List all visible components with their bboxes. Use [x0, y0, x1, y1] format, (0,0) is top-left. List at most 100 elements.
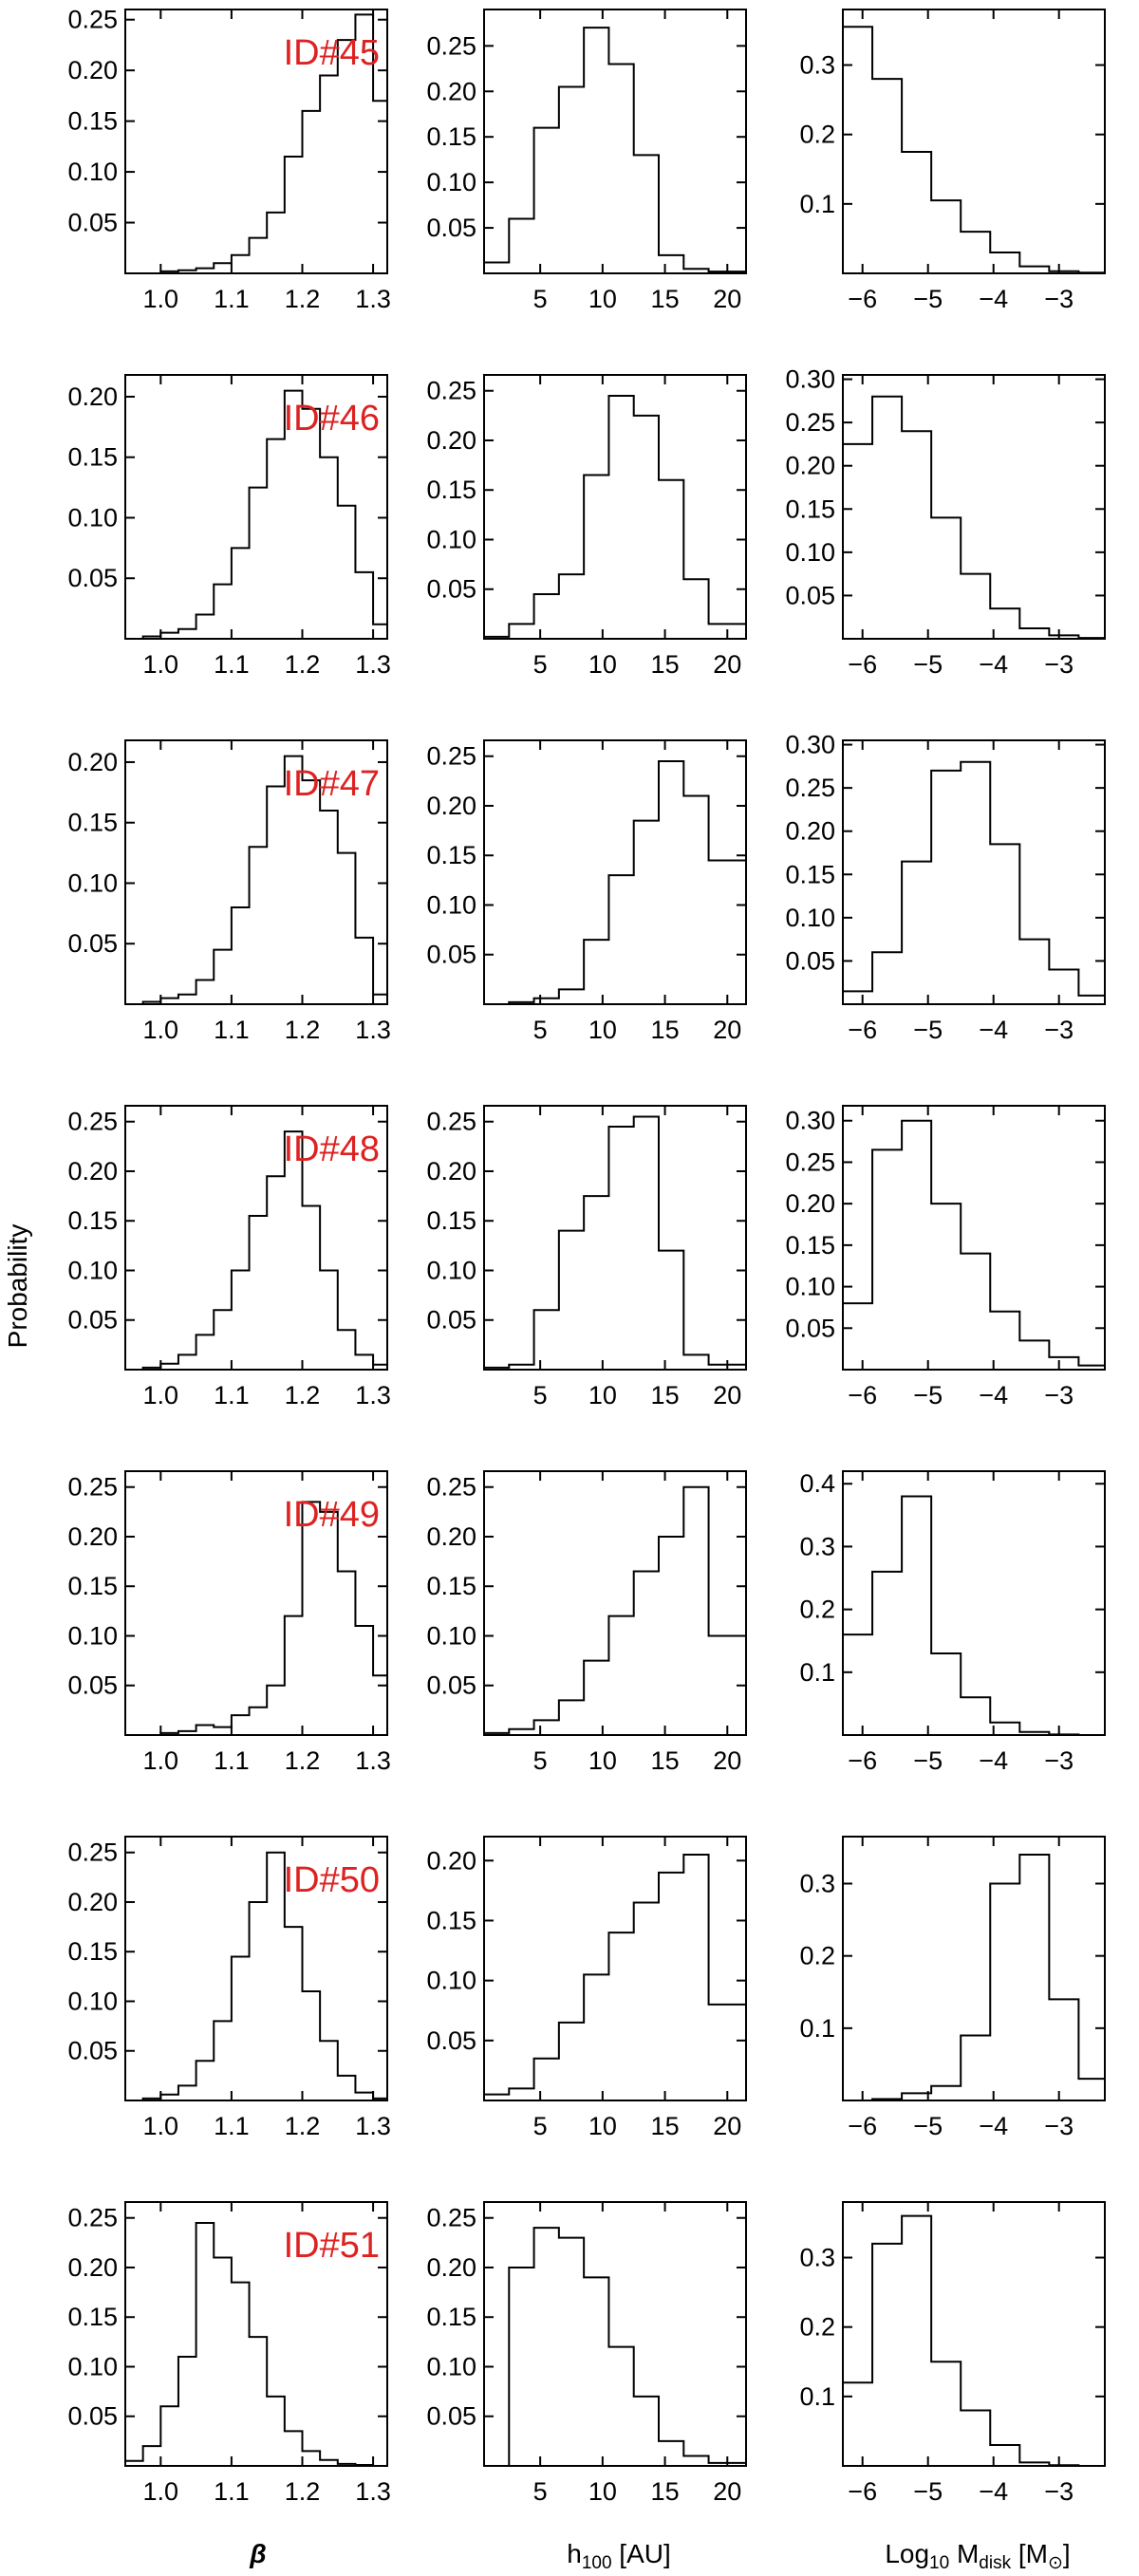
histogram-bin — [178, 629, 196, 639]
x-tick-label: 1.0 — [143, 650, 179, 679]
histogram-step-line — [843, 1854, 1105, 2101]
histogram-bin — [373, 1365, 387, 1370]
histogram-step-line — [843, 26, 1105, 274]
x-tick-label: 5 — [533, 2477, 548, 2506]
x-tick-label: 1.0 — [143, 2477, 179, 2506]
x-tick-label: 1.1 — [214, 285, 250, 313]
y-tick-label: 0.15 — [67, 809, 118, 837]
x-tick-label: −3 — [1044, 1746, 1074, 1775]
y-tick-label: 0.05 — [426, 1306, 476, 1335]
y-tick-label: 0.15 — [67, 1572, 118, 1600]
y-tick-label: 0.15 — [426, 2303, 476, 2331]
y-tick-label: 0.25 — [426, 31, 476, 60]
histogram-bin — [843, 1303, 872, 1370]
y-tick-label: 0.10 — [67, 1256, 118, 1284]
panel-frame — [124, 1105, 388, 1371]
y-tick-label: 0.05 — [426, 1671, 476, 1700]
histogram-bin — [709, 1365, 746, 1370]
panel-frame — [483, 1836, 747, 2101]
y-tick-label: 0.3 — [799, 2244, 835, 2272]
panel-frame — [124, 1470, 388, 1736]
histogram-bin — [659, 761, 683, 1004]
histogram-bin — [143, 1368, 161, 1370]
histogram-bin — [250, 1216, 268, 1370]
y-tick-label: 0.15 — [785, 495, 835, 523]
histogram-bin — [232, 1270, 250, 1370]
x-tick-label: 1.1 — [214, 1381, 250, 1409]
histogram-bin — [196, 2223, 215, 2466]
histogram-bin — [659, 1251, 683, 1370]
histogram-bin — [709, 271, 746, 273]
histogram-bin — [338, 1330, 356, 1370]
histogram-bin — [373, 101, 387, 273]
y-tick-label: 0.20 — [67, 748, 118, 776]
histogram-bin — [509, 2088, 533, 2100]
y-tick-label: 0.1 — [799, 2014, 835, 2043]
y-tick-label: 0.05 — [426, 2402, 476, 2431]
histogram-bin — [843, 27, 872, 273]
x-tick-label: 20 — [713, 285, 741, 313]
x-tick-label: 15 — [651, 650, 680, 679]
x-tick-label: −6 — [848, 650, 877, 679]
y-tick-label: 0.15 — [67, 2303, 118, 2331]
x-tick-label: 5 — [533, 2112, 548, 2140]
histogram-bin — [214, 585, 232, 639]
histogram-step-line — [843, 2214, 1105, 2467]
histogram-bin — [267, 1686, 285, 1735]
histogram-bin — [484, 2095, 509, 2100]
y-tick-label: 0.10 — [785, 538, 835, 567]
histogram-bin — [1049, 271, 1078, 273]
x-tick-label: 1.0 — [143, 1746, 179, 1775]
y-tick-label: 0.4 — [799, 1469, 835, 1498]
panel-id-label: ID#48 — [284, 1129, 380, 1169]
x-tick-label: 15 — [651, 285, 680, 313]
histogram-bin — [709, 624, 746, 639]
histogram-bin — [338, 506, 356, 639]
y-tick-label: 0.20 — [426, 792, 476, 820]
histogram-bin — [990, 1723, 1019, 1735]
histogram-bin — [232, 1715, 250, 1735]
y-tick-label: 0.25 — [426, 377, 476, 405]
panel-mdisk-row-2: −6 −5 −4 −3 0.05 0.10 0.15 0.20 0.25 0.30 — [785, 365, 1106, 679]
histogram-bin — [872, 79, 902, 273]
histogram-step-line — [484, 759, 746, 1005]
y-tick-label: 0.25 — [67, 1839, 118, 1867]
y-tick-label: 0.05 — [785, 946, 835, 975]
histogram-bin — [534, 1310, 559, 1370]
panel-frame — [483, 1470, 747, 1736]
histogram-step-line — [843, 760, 1105, 997]
y-tick-label: 0.25 — [785, 408, 835, 437]
x-tick-label: 20 — [713, 1381, 741, 1409]
x-tick-label: 1.0 — [143, 1381, 179, 1409]
y-tick-label: 0.05 — [426, 2026, 476, 2055]
histogram-bin — [338, 2464, 356, 2466]
histogram-bin — [355, 2093, 373, 2100]
y-tick-label: 0.10 — [785, 1273, 835, 1301]
histogram-bin — [160, 2406, 178, 2466]
histogram-bin — [683, 796, 708, 1004]
histogram-bin — [285, 157, 303, 273]
histogram-step-line — [843, 1495, 1105, 1736]
x-tick-label: 5 — [533, 285, 548, 313]
histogram-bin — [143, 2446, 161, 2466]
panel-beta-row-6: 1.0 1.1 1.2 1.3 0.05 0.10 0.15 0.20 0.25 ID#50 — [67, 1836, 391, 2140]
x-tick-label: 1.2 — [285, 1746, 321, 1775]
x-tick-label: 15 — [651, 1746, 680, 1775]
y-tick-label: 0.15 — [785, 1231, 835, 1260]
histogram-step-line — [125, 1130, 387, 1371]
histogram-bin — [250, 2337, 268, 2466]
histogram-bin — [320, 2460, 338, 2466]
histogram-bin — [160, 2095, 178, 2100]
histogram-bin — [214, 2021, 232, 2100]
histogram-bin — [178, 1731, 196, 1735]
histogram-bin — [931, 517, 961, 639]
x-tick-label: 1.2 — [285, 1016, 321, 1044]
histogram-bin — [355, 2465, 373, 2466]
histogram-bin — [125, 2461, 143, 2466]
x-tick-label: 20 — [713, 2477, 741, 2506]
y-tick-label: 0.10 — [67, 2352, 118, 2380]
y-tick-label: 0.30 — [785, 731, 835, 759]
panel-h100-row-2: 5 10 15 20 0.05 0.10 0.15 0.20 0.25 — [426, 374, 747, 679]
